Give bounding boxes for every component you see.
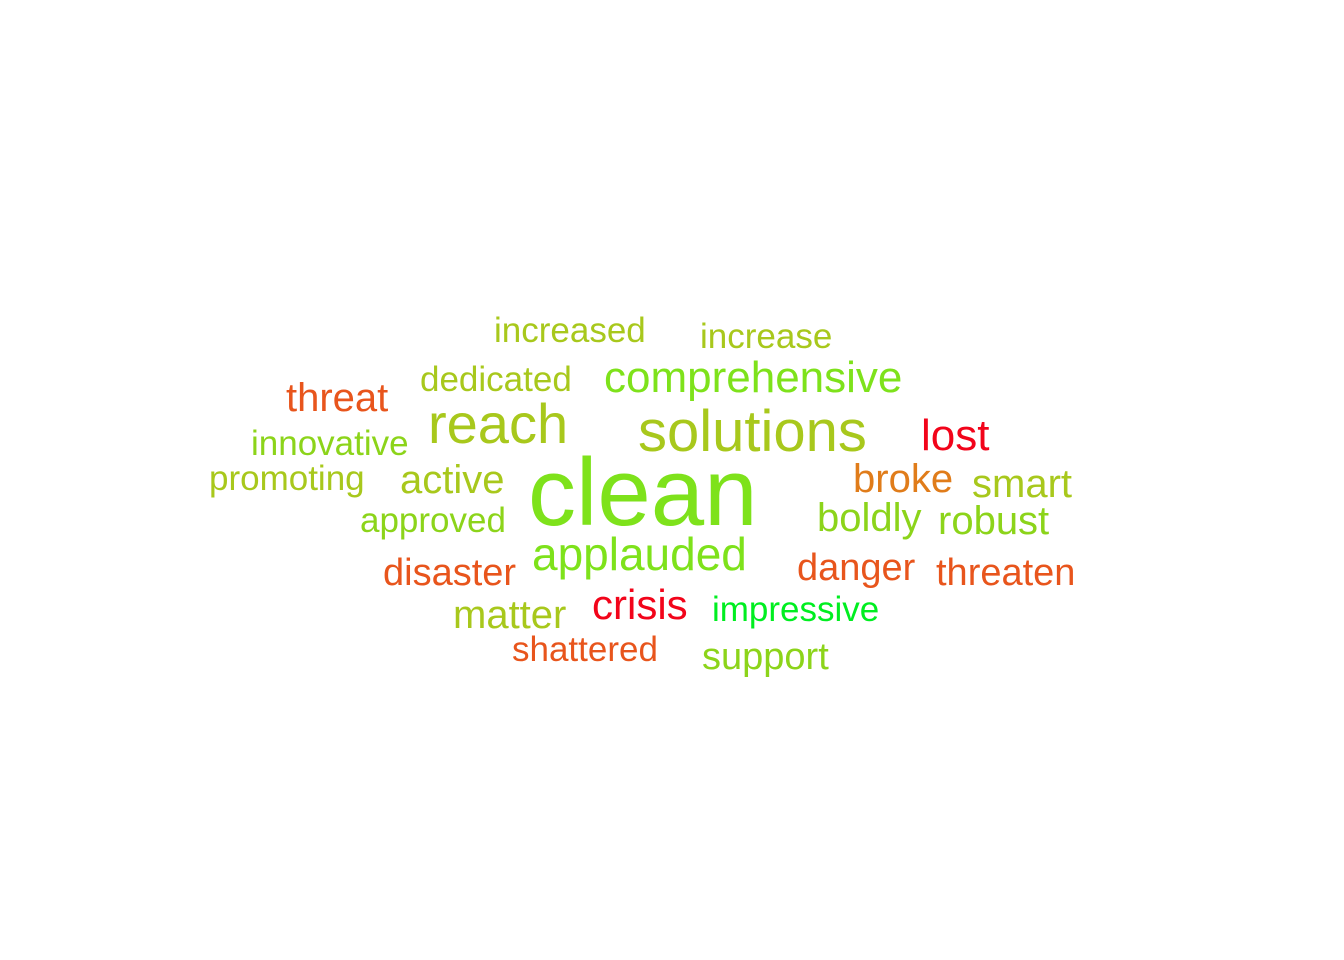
word-reach: reach: [428, 392, 569, 455]
word-approved: approved: [360, 501, 506, 540]
word-clean: clean: [528, 439, 758, 546]
word-applauded: applauded: [532, 528, 747, 580]
word-comprehensive: comprehensive: [604, 353, 903, 402]
word-promoting: promoting: [209, 459, 365, 498]
word-innovative: innovative: [251, 424, 409, 463]
word-shattered: shattered: [512, 630, 658, 669]
word-increase: increase: [700, 317, 833, 356]
word-active: active: [400, 458, 505, 502]
word-broke: broke: [853, 457, 954, 501]
word-dedicated: dedicated: [420, 360, 572, 399]
word-increased: increased: [494, 311, 646, 350]
word-lost: lost: [921, 411, 990, 460]
word-threaten: threaten: [936, 552, 1076, 594]
word-robust: robust: [938, 499, 1050, 543]
word-support: support: [702, 636, 829, 678]
word-crisis: crisis: [592, 581, 688, 628]
word-smart: smart: [972, 462, 1072, 506]
word-matter: matter: [453, 593, 567, 637]
word-disaster: disaster: [383, 552, 517, 594]
word-solutions: solutions: [638, 399, 867, 464]
word-danger: danger: [797, 547, 916, 589]
word-threat: threat: [286, 376, 389, 420]
word-boldly: boldly: [817, 496, 922, 540]
word-impressive: impressive: [712, 590, 880, 629]
